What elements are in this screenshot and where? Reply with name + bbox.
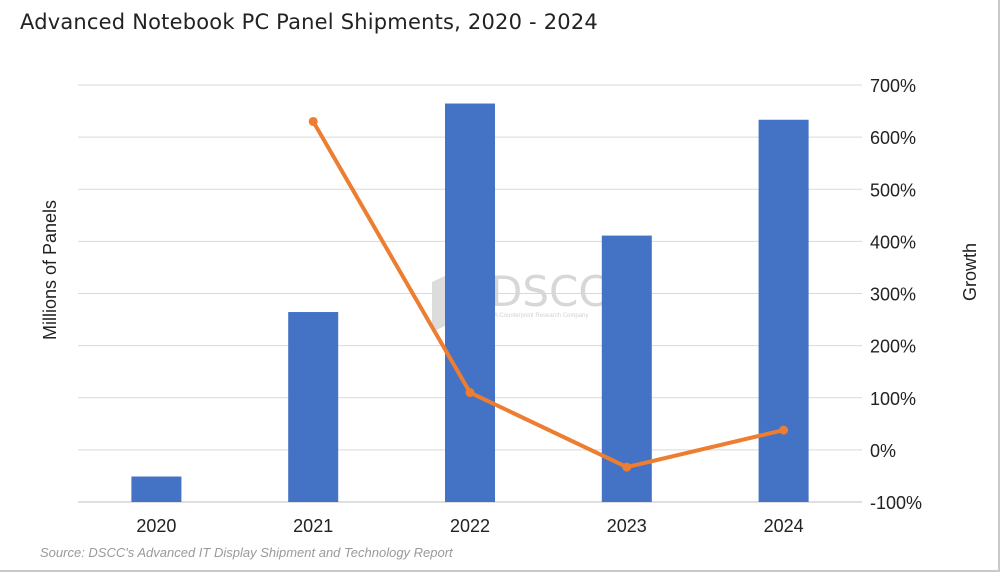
growth-point-2022 (465, 388, 475, 398)
right-axis-title: Growth (960, 243, 980, 301)
x-tick-label: 2022 (450, 516, 490, 536)
bar-series (131, 103, 809, 503)
bar-2020 (131, 476, 182, 502)
right-tick-label: 400% (870, 232, 916, 252)
left-axis-title: Millions of Panels (40, 200, 60, 340)
right-tick-label: 500% (870, 180, 916, 200)
right-tick-label: 100% (870, 389, 916, 409)
source-note: Source: DSCC's Advanced IT Display Shipm… (40, 545, 453, 560)
watermark-subtext: A Counterpoint Research Company (494, 313, 588, 319)
growth-point-2024 (779, 425, 789, 435)
right-tick-label: 300% (870, 285, 916, 305)
growth-line (311, 119, 786, 470)
growth-point-2023 (622, 462, 632, 472)
x-axis-ticks: 2020 2021 2022 2023 2024 (136, 516, 803, 536)
x-tick-label: 2021 (293, 516, 333, 536)
bar-2024 (758, 119, 809, 502)
line-series (308, 116, 789, 472)
right-tick-label: 700% (870, 76, 916, 96)
right-axis-ticks: 700% 600% 500% 400% 300% 200% 100% 0% -100% (870, 76, 922, 513)
x-tick-label: 2024 (764, 516, 804, 536)
watermark-text: DSCC (490, 267, 608, 316)
chart-title: Advanced Notebook PC Panel Shipments, 20… (20, 10, 598, 34)
growth-point-2021 (308, 116, 318, 126)
x-tick-label: 2023 (607, 516, 647, 536)
right-tick-label: 200% (870, 337, 916, 357)
right-tick-label: -100% (870, 493, 922, 513)
x-tick-label: 2020 (136, 516, 176, 536)
bar-2022 (445, 103, 495, 503)
bar-2021 (288, 312, 339, 502)
right-tick-label: 0% (870, 441, 896, 461)
right-tick-label: 600% (870, 128, 916, 148)
